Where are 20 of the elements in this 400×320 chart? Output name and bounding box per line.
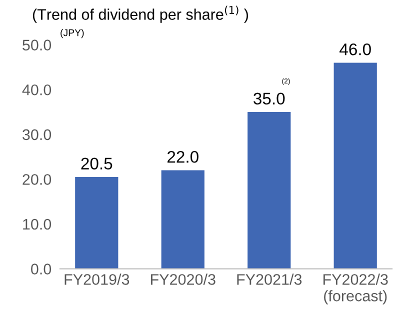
x-tick-label: FY2020/3 bbox=[151, 274, 216, 285]
x-tick-label: FY2021/3 bbox=[237, 274, 302, 285]
y-tick-label: 0.0 bbox=[31, 264, 52, 274]
x-tick-label: FY2019/3 bbox=[64, 274, 130, 285]
data-label: 22.0 bbox=[168, 150, 198, 163]
data-label: 46.0 bbox=[340, 43, 371, 56]
data-label: 35.0 bbox=[254, 92, 285, 105]
bar bbox=[161, 170, 204, 269]
y-tick-label: 30.0 bbox=[22, 129, 52, 140]
bar bbox=[248, 112, 291, 269]
chart-title: (Trend of dividend per share$^{(1)}$ ) bbox=[32, 6, 248, 23]
data-label: 20.5 bbox=[81, 158, 112, 170]
y-tick-label: 20.0 bbox=[22, 174, 52, 185]
y-tick-label: 10.0 bbox=[23, 218, 52, 230]
bar bbox=[75, 176, 118, 269]
bar bbox=[334, 62, 377, 269]
y-tick-label: 40.0 bbox=[22, 84, 52, 96]
y-tick-label: 50.0 bbox=[22, 40, 52, 50]
x-tick-label: FY2022/3 (forecast) bbox=[323, 274, 388, 304]
y-axis-title: (JPY) bbox=[60, 29, 84, 38]
